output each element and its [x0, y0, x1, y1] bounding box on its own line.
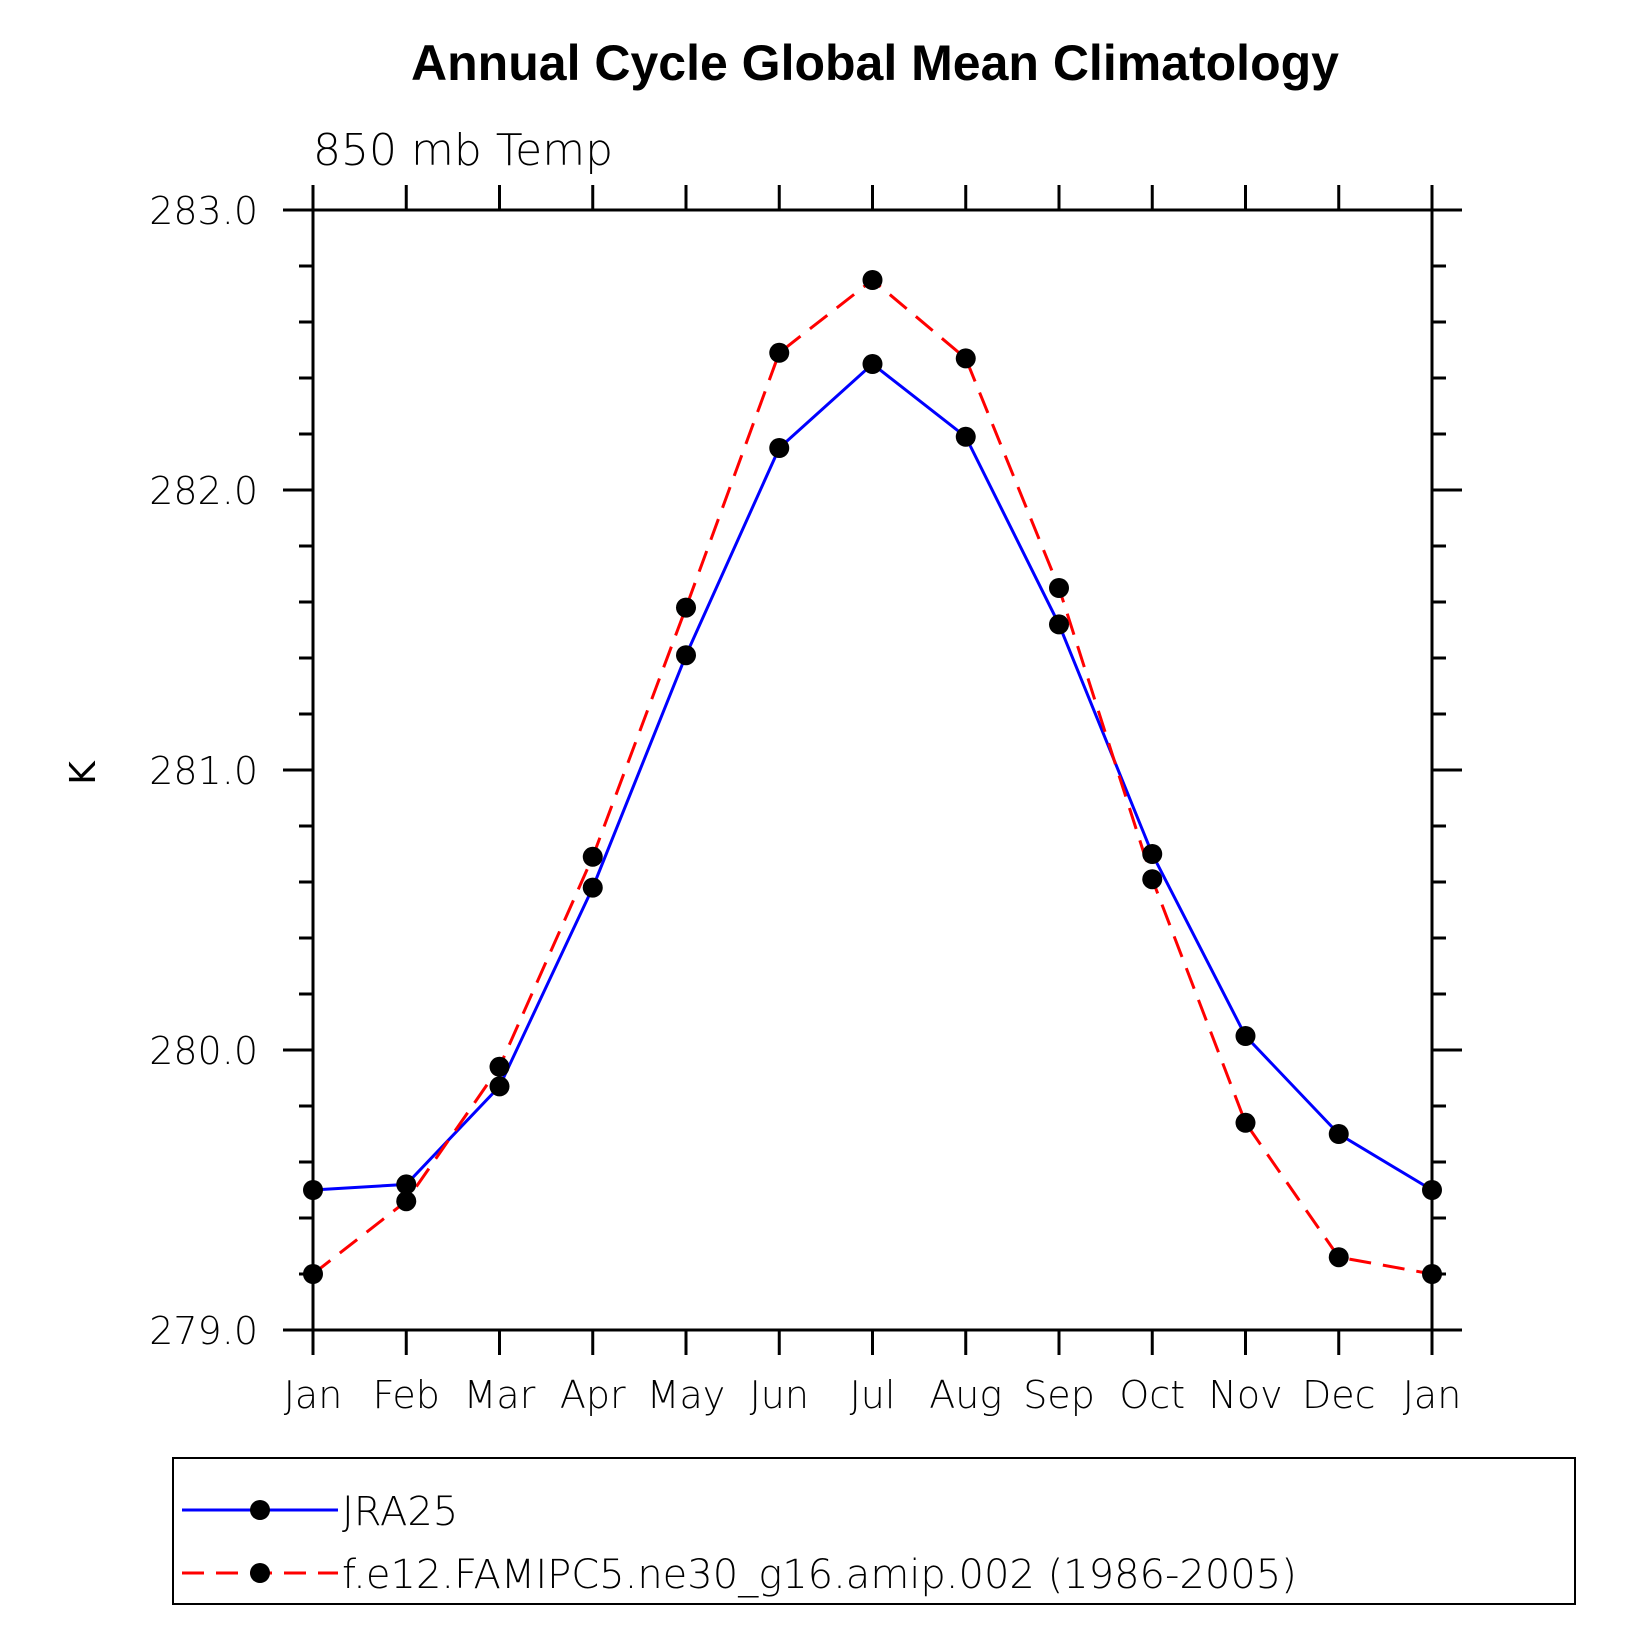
data-point: [582, 877, 603, 898]
data-point: [396, 1174, 417, 1195]
y-axis-tick-labels: 283.0 282.0 281.0 280.0 279.0: [149, 189, 258, 1353]
x-tick-label: Aug: [929, 1373, 1002, 1417]
data-point: [1142, 869, 1163, 890]
data-point: [955, 426, 976, 447]
x-tick-label: Sep: [1023, 1373, 1095, 1417]
series-line: [312, 278, 1433, 1276]
x-tick-label: Feb: [373, 1373, 440, 1417]
data-point: [676, 597, 696, 618]
x-tick-label: Jul: [850, 1373, 896, 1417]
data-point: [1328, 1247, 1349, 1268]
legend-box: [172, 1457, 1576, 1605]
legend-label: JRA25: [342, 1489, 458, 1535]
data-point: [769, 342, 790, 363]
x-tick-label: Apr: [560, 1373, 626, 1417]
chart-title: Annual Cycle Global Mean Climatology: [411, 35, 1339, 91]
x-tick-label: Dec: [1302, 1373, 1376, 1417]
y-tick-label: 279.0: [149, 1309, 258, 1353]
series-line: [312, 362, 1433, 1192]
plot-frame: [311, 208, 1434, 1332]
legend-marker: [250, 1500, 270, 1520]
data-point: [1049, 578, 1069, 598]
data-point: [1235, 1112, 1256, 1133]
series-layer: [303, 270, 1442, 1284]
y-axis-ticks: [283, 208, 1462, 1332]
data-point: [1422, 1180, 1442, 1200]
data-point: [862, 270, 883, 290]
legend: JRA25 f.e12.FAMIPC5.ne30_g16.amip.002 (19…: [182, 1489, 1297, 1598]
data-point: [396, 1191, 417, 1212]
x-tick-label: Jun: [750, 1373, 809, 1417]
y-tick-label: 283.0: [149, 189, 258, 233]
data-point: [1328, 1124, 1349, 1144]
x-tick-label: Nov: [1208, 1373, 1282, 1417]
chart-subtitle: 850 mb Temp: [313, 125, 613, 176]
data-point: [1235, 1026, 1256, 1046]
x-axis-tick-labels: Jan Feb Mar Apr May Jun Jul Aug Sep Oct Nov Dec Jan: [284, 1373, 1462, 1417]
data-point: [769, 438, 790, 458]
data-point: [1142, 844, 1163, 864]
legend-marker: [250, 1563, 270, 1583]
data-point: [489, 1076, 510, 1097]
x-tick-label: Mar: [464, 1373, 536, 1417]
data-point: [303, 1180, 323, 1200]
data-point: [862, 354, 883, 374]
x-tick-label: May: [647, 1373, 726, 1417]
data-point: [676, 645, 696, 666]
x-tick-label: Oct: [1119, 1373, 1185, 1417]
y-tick-label: 280.0: [149, 1029, 258, 1073]
data-point: [303, 1264, 323, 1284]
x-tick-label: Jan: [284, 1373, 343, 1417]
legend-label: f.e12.FAMIPC5.ne30_g16.amip.002 (1986-20…: [342, 1552, 1297, 1598]
x-tick-label: Jan: [1403, 1373, 1462, 1417]
y-axis-label: K: [63, 760, 104, 785]
x-axis-ticks: [311, 185, 1434, 1355]
data-point: [489, 1056, 510, 1077]
y-tick-label: 282.0: [149, 469, 258, 513]
data-point: [955, 348, 976, 369]
y-tick-label: 281.0: [149, 749, 258, 793]
data-point: [1422, 1264, 1442, 1284]
data-point: [582, 846, 603, 867]
data-point: [1049, 614, 1069, 635]
